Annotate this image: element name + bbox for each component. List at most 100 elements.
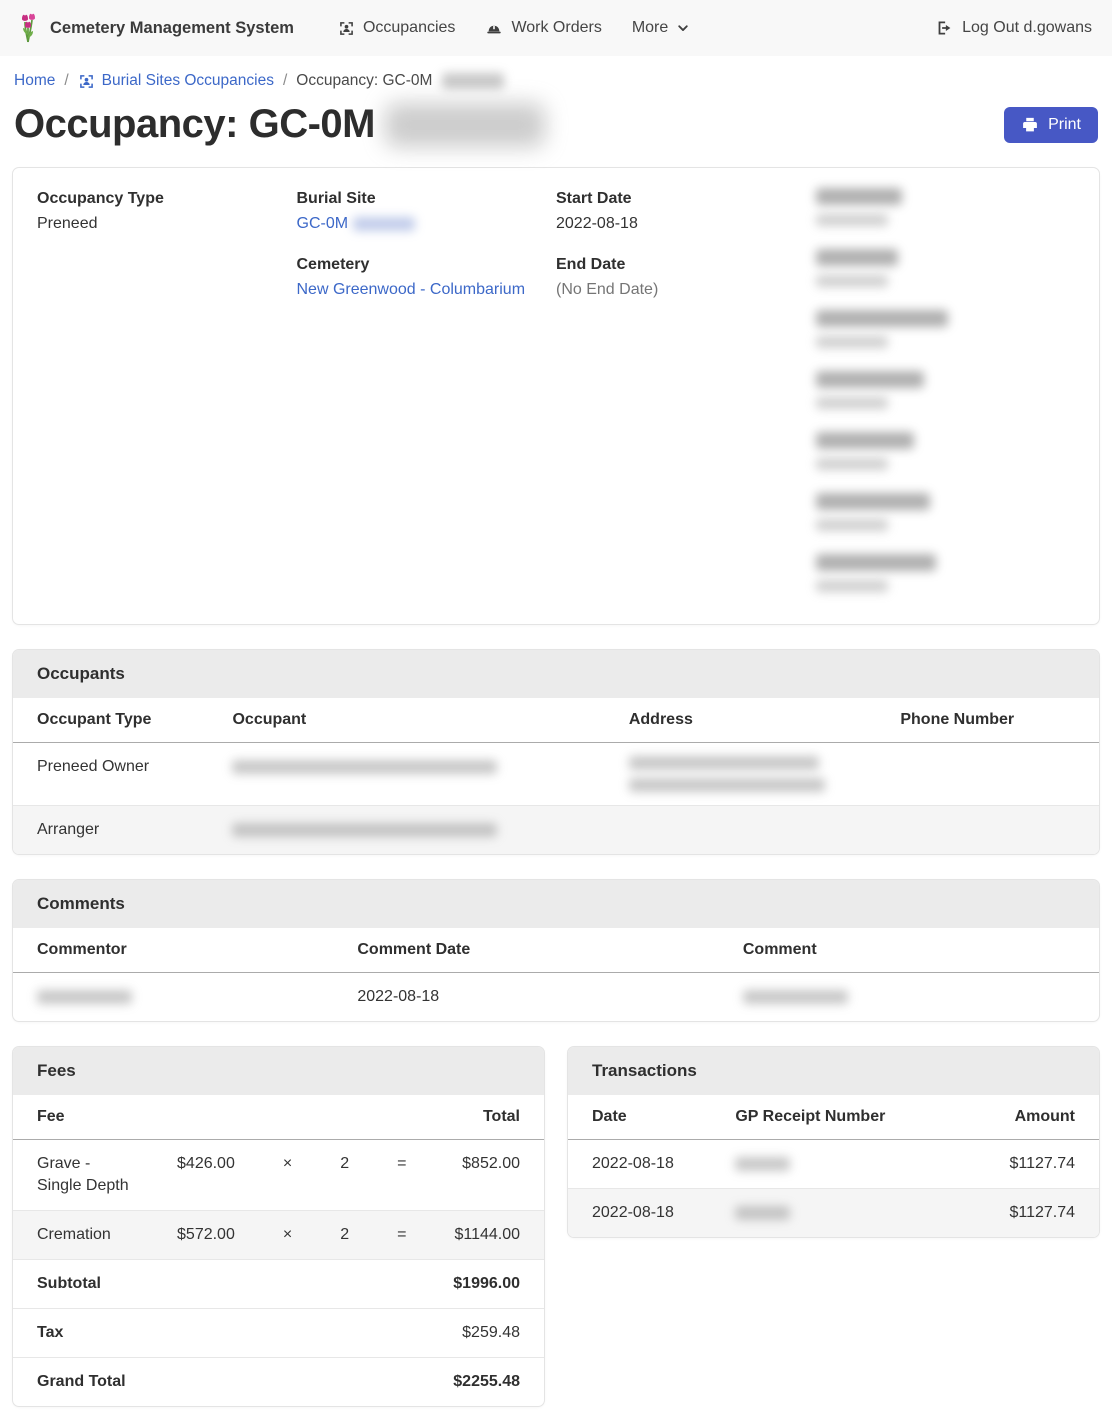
nav-item-occupancies[interactable]: Occupancies <box>326 11 468 45</box>
fee-quantity: 2 <box>340 1155 350 1172</box>
fee-price: $426.00 <box>177 1155 235 1172</box>
comments-card: Comments Commentor Comment Date Comment … <box>12 879 1100 1022</box>
nav-label-occupancies: Occupancies <box>362 19 456 36</box>
page-title: Occupancy: GC-0M <box>14 102 545 147</box>
tulips-logo-icon <box>16 13 40 43</box>
col-occupant: Occupant <box>208 698 605 743</box>
details-col-3: Start Date 2022-08-18 End Date (No End D… <box>556 188 816 602</box>
burial-site-link[interactable]: GC-0M <box>296 215 349 232</box>
occupant-row: Arranger <box>13 805 1099 854</box>
burial-site-label: Burial Site <box>296 190 376 207</box>
redacted-receipt-number <box>735 1156 791 1171</box>
transaction-amount: $1127.74 <box>1009 1204 1075 1221</box>
breadcrumb-separator: / <box>282 72 288 89</box>
redacted-breadcrumb-text <box>442 73 505 89</box>
breadcrumb-home-link[interactable]: Home <box>14 72 56 89</box>
redacted-field <box>815 249 1076 287</box>
occupants-section-title: Occupants <box>13 650 1099 698</box>
fee-equals-sign: = <box>397 1155 407 1172</box>
redacted-field <box>815 554 1076 592</box>
logout-icon <box>935 19 953 37</box>
col-fee: Fee <box>13 1095 154 1140</box>
logout-label: Log Out d.gowans <box>962 19 1092 36</box>
subtotal-row: Subtotal $1996.00 <box>13 1259 544 1309</box>
app-brand[interactable]: Cemetery Management System <box>16 13 294 43</box>
redacted-comment <box>742 989 848 1004</box>
end-date-field: End Date (No End Date) <box>556 254 816 302</box>
col-gp-receipt-number: GP Receipt Number <box>711 1095 951 1140</box>
transaction-date: 2022-08-18 <box>592 1204 674 1221</box>
tombstone-portrait-icon <box>78 73 95 90</box>
page-title-text: Occupancy: GC-0M <box>14 102 375 146</box>
col-amount: Amount <box>950 1095 1099 1140</box>
redacted-field <box>815 188 1076 226</box>
start-date-label: Start Date <box>556 190 632 207</box>
fee-name: Cremation <box>37 1226 111 1243</box>
fee-equals-sign: = <box>397 1226 407 1243</box>
col-comment: Comment <box>718 928 1099 973</box>
comment-row: 2022-08-18 <box>13 973 1099 1022</box>
breadcrumb-occupancies-label: Burial Sites Occupancies <box>101 72 274 89</box>
breadcrumb-separator: / <box>64 72 69 89</box>
details-col-2: Burial Site GC-0M Cemetery New Greenwood… <box>297 188 557 602</box>
fee-total: $852.00 <box>462 1155 520 1172</box>
occupancy-type-label: Occupancy Type <box>37 190 164 207</box>
transaction-row: 2022-08-18 $1127.74 <box>568 1188 1099 1237</box>
cemetery-link[interactable]: New Greenwood - Columbarium <box>296 281 526 298</box>
occupant-type-cell: Preneed Owner <box>37 758 150 775</box>
print-button-label: Print <box>1048 115 1081 133</box>
subtotal-value: $1996.00 <box>453 1275 520 1292</box>
fee-quantity: 2 <box>340 1226 350 1243</box>
col-occupant-type: Occupant Type <box>13 698 209 743</box>
print-button[interactable]: Print <box>1004 106 1098 143</box>
nav-item-more[interactable]: More <box>620 11 702 45</box>
fees-card: Fees Fee Total Grave - Single Depth $426… <box>12 1046 545 1407</box>
occupancy-type-field: Occupancy Type Preneed <box>37 188 297 236</box>
redacted-receipt-number <box>735 1205 791 1220</box>
nav-item-work-orders[interactable]: Work Orders <box>473 11 613 45</box>
app-title: Cemetery Management System <box>50 18 294 37</box>
col-total: Total <box>430 1095 544 1140</box>
occupancy-type-value: Preneed <box>37 215 98 232</box>
breadcrumb-occupancies-link[interactable]: Burial Sites Occupancies <box>78 72 274 90</box>
nav-items: Occupancies Work Orders More <box>326 11 702 45</box>
end-date-label: End Date <box>556 256 626 273</box>
fee-times-sign: × <box>282 1155 293 1172</box>
start-date-field: Start Date 2022-08-18 <box>556 188 816 236</box>
col-commentor: Commentor <box>13 928 334 973</box>
redacted-title-text <box>384 102 545 147</box>
fee-times-sign: × <box>282 1226 293 1243</box>
redacted-occupant-name <box>232 759 498 774</box>
subtotal-label: Subtotal <box>37 1275 101 1292</box>
breadcrumb-current: Occupancy: GC-0M <box>296 72 505 90</box>
breadcrumb-current-label: Occupancy: GC-0M <box>296 72 433 89</box>
transactions-card: Transactions Date GP Receipt Number Amou… <box>567 1046 1100 1238</box>
transactions-section-title: Transactions <box>568 1047 1099 1095</box>
occupants-table: Occupant Type Occupant Address Phone Num… <box>13 698 1099 854</box>
logout-button[interactable]: Log Out d.gowans <box>931 11 1096 45</box>
start-date-value: 2022-08-18 <box>556 215 638 232</box>
fees-table: Fee Total Grave - Single Depth $426.00 ×… <box>13 1095 544 1406</box>
occupancy-details-card: Occupancy Type Preneed Burial Site GC-0M… <box>12 167 1100 625</box>
redacted-burial-site-text <box>353 216 416 231</box>
fee-row: Cremation $572.00 × 2 = $1144.00 <box>13 1210 544 1260</box>
fee-price: $572.00 <box>177 1226 235 1243</box>
redacted-address-line <box>628 778 825 792</box>
transaction-row: 2022-08-18 $1127.74 <box>568 1140 1099 1189</box>
occupants-card: Occupants Occupant Type Occupant Address… <box>12 649 1100 855</box>
redacted-occupant-name <box>232 822 498 837</box>
col-address: Address <box>604 698 877 743</box>
redacted-commentor <box>37 989 132 1004</box>
title-row: Occupancy: GC-0M Print <box>12 94 1100 153</box>
end-date-value: (No End Date) <box>556 281 659 298</box>
tax-row: Tax $259.48 <box>13 1308 544 1358</box>
grand-total-value: $2255.48 <box>453 1373 520 1390</box>
hard-hat-icon <box>485 20 503 37</box>
chevron-down-icon <box>676 21 690 35</box>
grand-total-label: Grand Total <box>37 1373 126 1390</box>
comment-date-cell: 2022-08-18 <box>357 988 440 1005</box>
transaction-date: 2022-08-18 <box>592 1155 674 1172</box>
fee-row: Grave - Single Depth $426.00 × 2 = $852.… <box>13 1140 544 1211</box>
redacted-address-line <box>628 756 819 770</box>
fee-name: Grave - Single Depth <box>37 1155 129 1194</box>
